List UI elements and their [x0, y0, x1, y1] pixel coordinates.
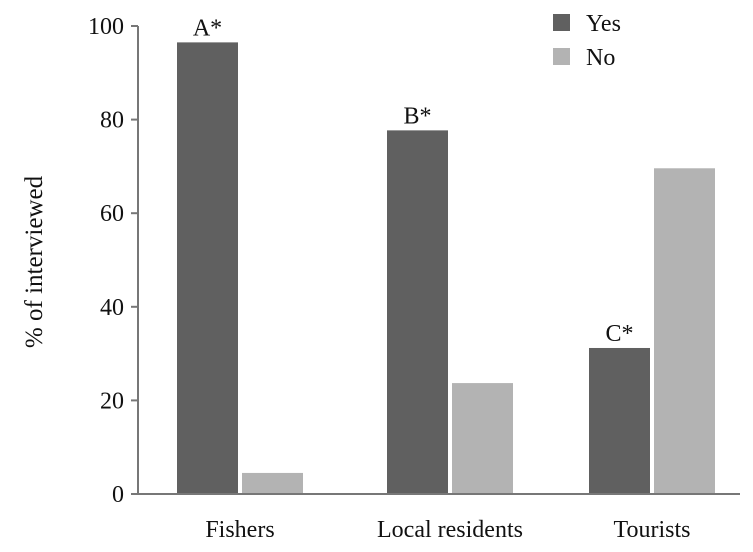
- y-tick-label: 100: [88, 14, 124, 40]
- legend: Yes No: [553, 11, 621, 71]
- legend-swatch-yes: [553, 14, 570, 31]
- annotations-group: A* B* C*: [193, 15, 634, 347]
- category-labels: Fishers Local residents Tourists: [205, 517, 690, 543]
- bar-no-1: [242, 472, 303, 494]
- y-axis-ticks: 0 20 40 60 80 100: [88, 14, 138, 508]
- x-category-label: Local residents: [377, 517, 523, 543]
- legend-swatch-no: [553, 48, 570, 65]
- legend-label-yes: Yes: [586, 11, 621, 37]
- y-tick-label: 40: [100, 295, 124, 321]
- legend-label-no: No: [586, 45, 615, 71]
- x-category-label: Fishers: [205, 517, 274, 543]
- significance-annotation: B*: [403, 103, 431, 129]
- bar-no-2: [452, 383, 513, 494]
- significance-annotation: C*: [605, 321, 633, 347]
- x-category-label: Tourists: [614, 517, 691, 543]
- significance-annotation: A*: [193, 15, 222, 41]
- bar-yes-1: [177, 42, 238, 494]
- bar-yes-2: [387, 130, 448, 494]
- y-tick-label: 60: [100, 201, 124, 227]
- y-tick-label: 0: [112, 482, 124, 508]
- y-tick-label: 20: [100, 388, 124, 414]
- y-axis-label: % of interviewed: [21, 175, 48, 348]
- bar-yes-3: [589, 347, 650, 494]
- y-tick-label: 80: [100, 108, 124, 134]
- bars-group: [177, 42, 715, 494]
- bar-no-3: [654, 168, 715, 494]
